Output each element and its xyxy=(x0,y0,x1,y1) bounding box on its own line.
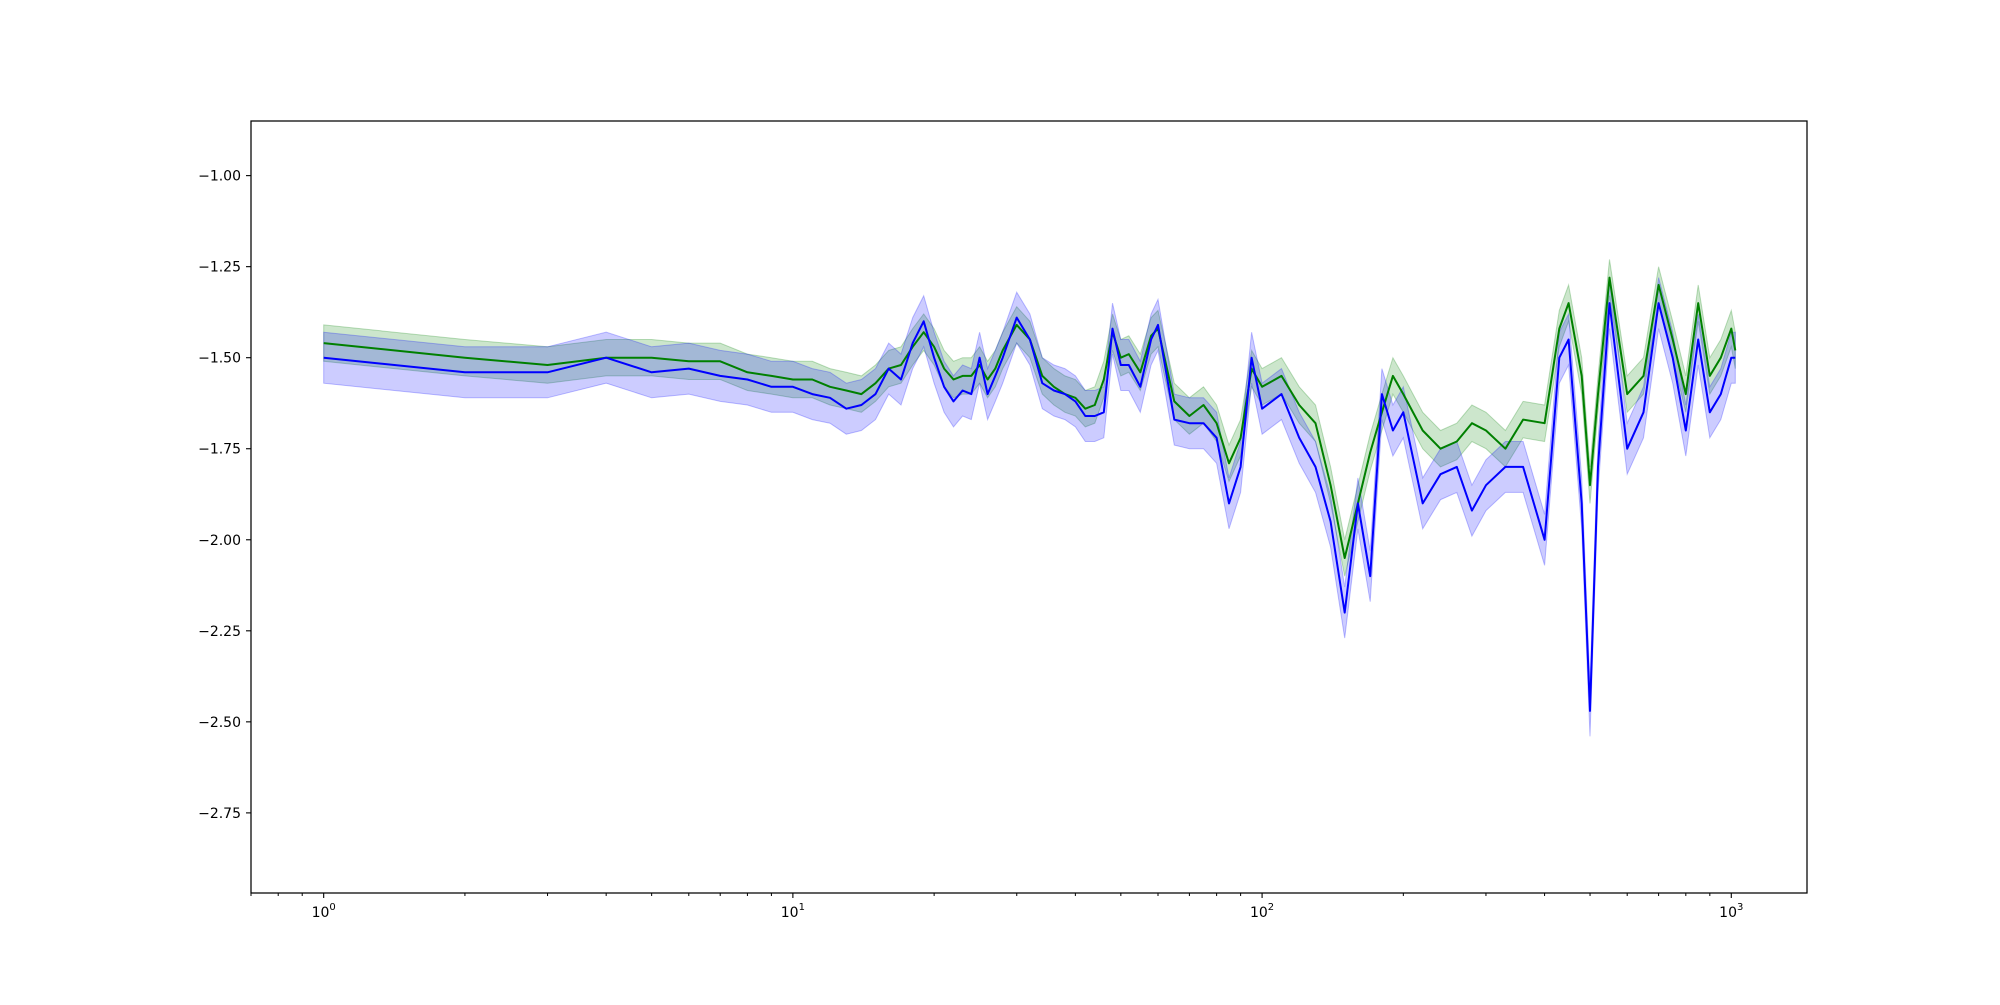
y-tick-label: −1.25 xyxy=(198,260,241,276)
x-axis-ticks: 100 101 102 103 xyxy=(250,893,1743,921)
series-2-line xyxy=(323,302,1736,712)
series-1-band xyxy=(323,259,1736,577)
series-lines xyxy=(323,276,1737,712)
y-tick-label: −2.25 xyxy=(198,624,241,640)
x-tick-label: 102 xyxy=(1250,902,1274,921)
y-tick-label: −2.75 xyxy=(198,806,241,822)
plot-frame xyxy=(250,120,1808,894)
confidence-bands xyxy=(323,259,1736,737)
y-axis-ticks: −1.00 −1.25 −1.50 −1.75 −2.00 −2.25 −2.50 −2.75 xyxy=(198,169,251,822)
y-tick-label: −2.50 xyxy=(198,715,241,731)
y-tick-label: −1.75 xyxy=(198,442,241,458)
series-2-band xyxy=(323,277,1736,737)
x-tick-label: 103 xyxy=(1719,902,1743,921)
y-tick-label: −1.00 xyxy=(198,169,241,185)
x-tick-label: 100 xyxy=(312,902,336,921)
x-tick-label: 101 xyxy=(781,902,805,921)
y-tick-label: −2.00 xyxy=(198,533,241,549)
y-tick-label: −1.50 xyxy=(198,351,241,367)
